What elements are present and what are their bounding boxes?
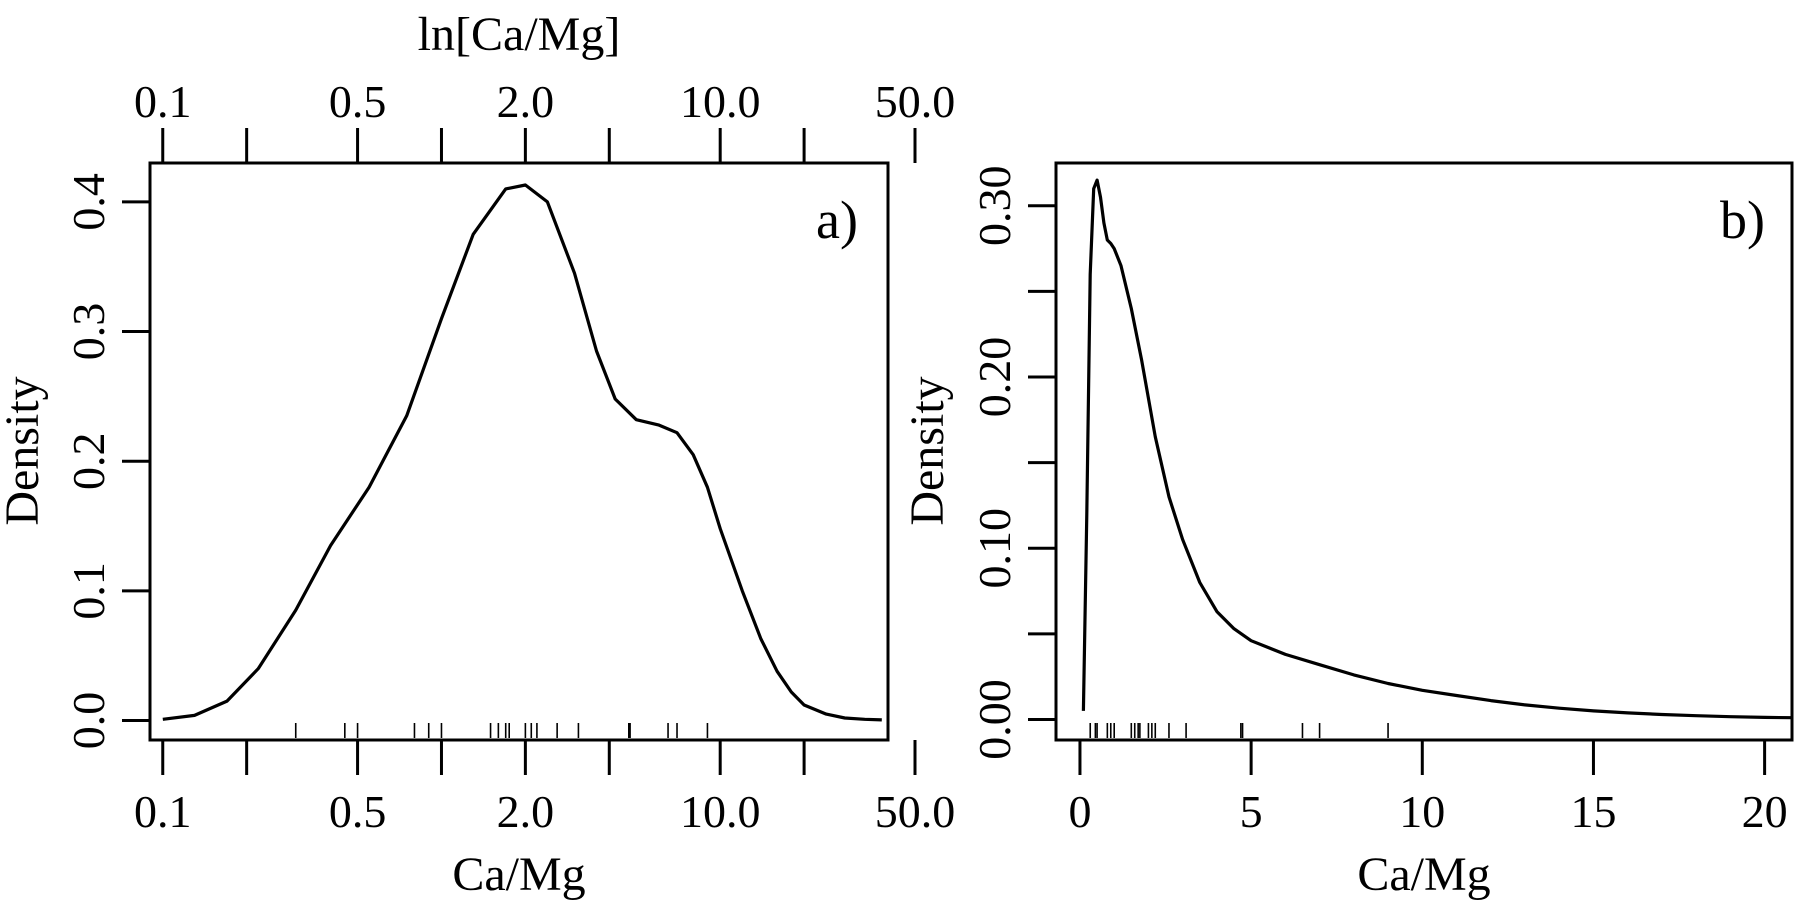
panel-label-b: b): [1720, 190, 1765, 250]
y-tick-label-b: 0.00: [969, 679, 1020, 760]
x-axis-title-a: Ca/Mg: [452, 848, 585, 900]
panel-a: 0.1 0.5 2.0 10.0 50.0 0.1 0.5 2.0 10.0 50.0 0.00…: [0, 8, 955, 900]
x-tick-label-a: 10.0: [680, 786, 761, 837]
y-tick-label-b: 0.30: [969, 166, 1020, 247]
x-tick-label-a: 50.0: [875, 786, 956, 837]
x-axis-b: 0 5 10 15 20: [1068, 740, 1788, 837]
y-axis-title-b: Density: [901, 376, 954, 525]
y-tick-label-a: 0.1: [63, 562, 114, 620]
y-tick-label-a: 0.0: [63, 692, 114, 750]
x-tick-label-b: 20: [1742, 786, 1788, 837]
top-x-tick-label-a: 10.0: [680, 76, 761, 127]
density-curve-b: [1081, 178, 1793, 720]
x-tick-label-a: 0.5: [329, 786, 387, 837]
x-tick-label-b: 0: [1068, 786, 1091, 837]
top-x-tick-label-a: 0.1: [134, 76, 192, 127]
x-tick-label-b: 15: [1570, 786, 1616, 837]
top-x-tick-label-a: 0.5: [329, 76, 387, 127]
x-tick-label-b: 10: [1399, 786, 1445, 837]
y-tick-label-b: 0.20: [969, 337, 1020, 418]
panel-b: 0 5 10 15 20 0.00 0.10 0.20 0.30 b) Ca/Mg Densi…: [901, 161, 1794, 900]
x-tick-label-a: 2.0: [497, 786, 555, 837]
y-tick-label-b: 0.10: [969, 508, 1020, 589]
plot-frame-b: [1054, 161, 1794, 742]
y-axis-b: 0.00 0.10 0.20 0.30: [969, 166, 1056, 760]
x-axis-title-b: Ca/Mg: [1357, 848, 1490, 900]
y-axis-a: 0.0 0.1 0.2 0.3 0.4: [63, 173, 150, 749]
plot-frame-a: [148, 161, 890, 742]
y-tick-label-a: 0.2: [63, 432, 114, 490]
x-tick-label-b: 5: [1240, 786, 1263, 837]
top-x-tick-label-a: 50.0: [875, 76, 956, 127]
y-tick-label-a: 0.3: [63, 303, 114, 361]
rug-b: [1089, 723, 1389, 738]
x-axis-top-a: 0.1 0.5 2.0 10.0 50.0: [134, 76, 955, 163]
rug-a: [294, 723, 709, 738]
panel-label-a: a): [816, 190, 858, 250]
x-axis-bottom-a: 0.1 0.5 2.0 10.0 50.0: [134, 740, 955, 837]
y-tick-label-a: 0.4: [63, 173, 114, 231]
density-curve-a: [162, 183, 882, 722]
x-tick-label-a: 0.1: [134, 786, 192, 837]
top-x-tick-label-a: 2.0: [497, 76, 555, 127]
y-axis-title-a: Density: [0, 376, 49, 525]
top-axis-title-a: ln[Ca/Mg]: [418, 8, 621, 61]
